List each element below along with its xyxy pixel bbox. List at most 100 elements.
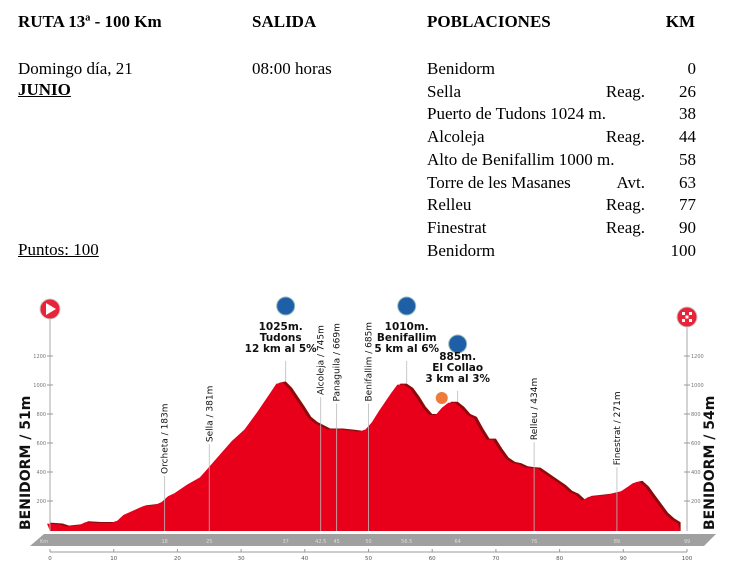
checker-square — [682, 312, 685, 315]
y-tick-label: 1000 — [33, 383, 46, 389]
table-row: Sella Reag. 26 — [427, 82, 696, 104]
climb-label: Benifallim — [377, 332, 437, 344]
town-label: Benifallim / 685m — [365, 322, 375, 402]
town-name: Benidorm — [427, 240, 495, 260]
km-header: KM — [665, 12, 695, 31]
x-tick-label: 90 — [620, 556, 627, 562]
x-tick-label: 80 — [556, 556, 563, 562]
y-tick-label: 1200 — [33, 354, 46, 360]
x-tick-label: 0 — [48, 556, 52, 562]
finish-label: BENIDORM / 54m — [702, 396, 718, 530]
x-tick-label: 70 — [492, 556, 499, 562]
town-label: Panaguila / 669m — [333, 323, 343, 401]
road-mark: 42.5 — [315, 539, 326, 545]
table-row: Alto de Benifallim 1000 m. 58 — [427, 150, 696, 172]
climb-label: 1025m. — [259, 321, 303, 333]
elevation-area — [47, 382, 681, 531]
y-tick-label: 400 — [36, 470, 46, 476]
table-row: Relleu Reag. 77 — [427, 195, 696, 217]
y-tick-label: 400 — [691, 470, 701, 476]
town-km: 44 — [679, 127, 696, 147]
road-mark: 99 — [684, 539, 690, 545]
town-label: Finestrat / 271m — [613, 391, 623, 465]
town-km: 90 — [679, 217, 696, 237]
y-tick-label: 200 — [691, 499, 701, 505]
checker-square — [685, 315, 689, 319]
town-name: Relleu — [427, 195, 472, 215]
town-label: Orcheta / 183m — [161, 403, 171, 474]
town-name: Alcoleja — [427, 127, 485, 147]
road-mark: 45 — [333, 539, 339, 545]
road-label: Km — [40, 539, 48, 545]
town-name: Alto de Benifallim 1000 m. — [427, 149, 615, 169]
climb-label: El Collao — [432, 362, 483, 374]
route-title: RUTA 13ª - 100 Km — [18, 12, 162, 31]
start-label: BENIDORM / 51m — [18, 396, 34, 530]
town-note: Reag. — [605, 81, 645, 101]
town-km: 38 — [679, 104, 696, 124]
climb-label: 885m. — [439, 351, 476, 363]
town-note: Reag. — [605, 217, 645, 237]
climb-label: 12 km al 5% — [245, 343, 317, 355]
points-text: Puntos: 100 — [18, 240, 99, 259]
x-tick-label: 40 — [301, 556, 308, 562]
y-tick-label: 800 — [691, 412, 701, 418]
climb-label: 1010m. — [385, 321, 429, 333]
x-tick-label: 30 — [238, 556, 245, 562]
checker-square — [689, 319, 692, 322]
table-row: Finestrat Reag. 90 — [427, 218, 696, 240]
town-note: Reag. — [605, 127, 645, 147]
climb-label: 3 km al 3% — [425, 373, 490, 385]
x-tick-label: 100 — [682, 556, 693, 562]
y-tick-label: 200 — [36, 499, 46, 505]
town-name: Puerto de Tudons 1024 m. — [427, 104, 606, 124]
date-text: Domingo día, 21 — [18, 59, 133, 78]
start-time: 08:00 horas — [252, 59, 332, 78]
table-row: Torre de les Masanes Avt. 63 — [427, 173, 696, 195]
x-tick-label: 50 — [365, 556, 372, 562]
climb-label: Tudons — [260, 332, 302, 344]
road-mark: 56.5 — [401, 539, 412, 545]
y-tick-label: 600 — [691, 441, 701, 447]
town-km: 26 — [679, 81, 696, 101]
town-km: 100 — [670, 240, 697, 260]
town-note: Reag. — [605, 195, 645, 215]
climb-icon — [276, 296, 296, 316]
town-name: Finestrat — [427, 217, 487, 237]
climb-icon — [397, 296, 417, 316]
town-label: Alcoleja / 745m — [317, 325, 327, 395]
checker-square — [689, 312, 692, 315]
x-tick-label: 10 — [110, 556, 117, 562]
x-tick-label: 60 — [429, 556, 436, 562]
y-tick-label: 1200 — [691, 354, 704, 360]
table-row: Alcoleja Reag. 44 — [427, 127, 696, 149]
x-tick-label: 20 — [174, 556, 181, 562]
table-row: Benidorm 0 — [427, 59, 696, 81]
month-text: JUNIO — [18, 80, 71, 99]
town-label: Sella / 381m — [205, 386, 215, 442]
poblaciones-header: POBLACIONES — [427, 12, 551, 31]
road-mark: 25 — [206, 539, 212, 545]
road-mark: 37 — [283, 539, 289, 545]
sprint-icon — [435, 392, 448, 404]
town-label: Relleu / 434m — [530, 378, 540, 440]
town-name: Sella — [427, 81, 461, 101]
town-name: Benidorm — [427, 59, 495, 78]
climb-label: 5 km al 6% — [374, 343, 439, 355]
road-mark: 18 — [161, 539, 167, 545]
salida-header: SALIDA — [252, 12, 317, 31]
road-mark: 50 — [365, 539, 371, 545]
road-mark: 89 — [614, 539, 620, 545]
y-tick-label: 1000 — [691, 383, 704, 389]
table-row: Puerto de Tudons 1024 m. 38 — [427, 104, 696, 126]
road-band — [30, 534, 716, 546]
town-km: 63 — [679, 172, 696, 192]
road-mark: 76 — [531, 539, 537, 545]
town-km: 77 — [679, 195, 696, 215]
table-row: Benidorm 100 — [427, 241, 696, 263]
road-mark: 64 — [454, 539, 460, 545]
town-name: Torre de les Masanes — [427, 172, 571, 192]
climb-icon — [448, 334, 468, 354]
town-km: 0 — [687, 59, 697, 78]
checker-square — [682, 319, 685, 322]
